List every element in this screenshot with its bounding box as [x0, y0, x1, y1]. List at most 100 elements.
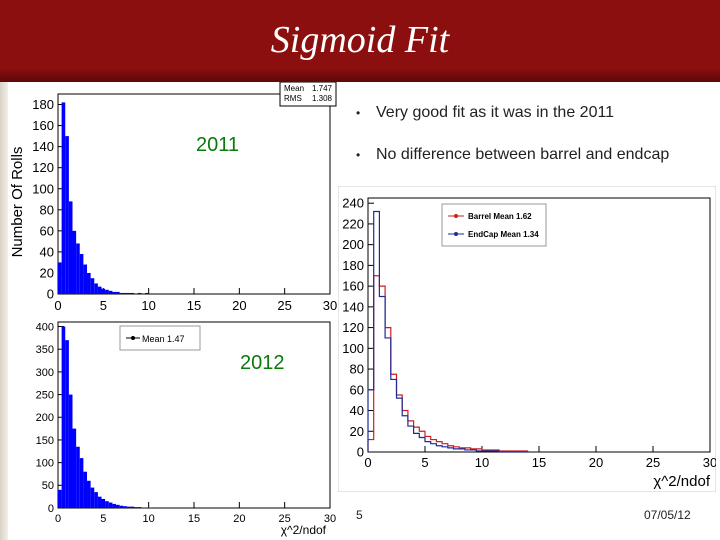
- x-tick-label: 5: [421, 455, 428, 470]
- y-tick-label: 120: [342, 320, 364, 335]
- y-tick-label: 150: [36, 435, 54, 447]
- histogram-bar: [68, 201, 73, 294]
- histogram-bar: [97, 286, 102, 294]
- y-tick-label: 80: [40, 202, 54, 217]
- y-tick-label: 180: [32, 97, 54, 112]
- bullet-text: No difference between barrel and endcap: [376, 146, 670, 163]
- x-axis-label: χ^2/ndof: [281, 523, 327, 537]
- y-tick-label: 100: [342, 341, 364, 356]
- bullet-dot-icon: •: [356, 106, 361, 120]
- x-axis-label: χ^2/ndof: [653, 473, 710, 490]
- title-bar-shade: [0, 68, 720, 82]
- histogram-bar: [65, 340, 69, 508]
- page-number: 5: [356, 508, 363, 522]
- x-tick-label: 15: [532, 455, 546, 470]
- y-tick-label: 20: [350, 424, 364, 439]
- legend-marker: [131, 336, 135, 340]
- bullet-item: • Very good fit as it was in the 2011: [356, 104, 716, 122]
- y-tick-label: 140: [32, 139, 54, 154]
- x-tick-label: 25: [646, 455, 660, 470]
- histogram-bar: [101, 288, 106, 294]
- y-tick-label: 200: [342, 237, 364, 252]
- histogram-bar: [79, 458, 84, 508]
- stats-value: 1.308: [312, 94, 333, 103]
- y-tick-label: 220: [342, 216, 364, 231]
- histogram-bar: [116, 291, 120, 294]
- legend-label: EndCap Mean 1.34: [468, 230, 539, 239]
- legend-box: [441, 203, 547, 247]
- histogram-bar: [72, 428, 77, 508]
- y-axis-label: Number Of Rolls: [9, 147, 26, 258]
- slide-title: Sigmoid Fit: [270, 19, 450, 61]
- x-tick-label: 25: [277, 298, 291, 312]
- histogram-bar: [126, 292, 131, 294]
- histogram-bar: [65, 136, 69, 294]
- histogram-bar: [108, 290, 113, 294]
- histogram-bar: [94, 492, 98, 508]
- x-tick-label: 10: [141, 298, 155, 312]
- left-decorative-strip: [0, 82, 8, 540]
- x-tick-label: 15: [188, 513, 200, 525]
- y-tick-label: 80: [350, 362, 364, 377]
- y-tick-label: 0: [357, 445, 364, 460]
- histogram-bar: [130, 292, 135, 294]
- y-tick-label: 300: [36, 367, 54, 379]
- histogram-2012: 0 5 10 15 20 25 30 0 50 100 150 200 250 300 350 400 χ^2/…: [8, 318, 338, 540]
- histogram-bar: [119, 292, 124, 294]
- label-2011: 2011: [196, 134, 240, 156]
- bullet-dot-icon: •: [356, 148, 361, 162]
- x-tick-label: 0: [54, 298, 61, 312]
- y-tick-label: 60: [40, 223, 54, 238]
- x-tick-label: 25: [279, 513, 291, 525]
- histogram-bar: [79, 254, 84, 294]
- y-tick-label: 160: [32, 118, 54, 133]
- y-tick-label: 120: [32, 160, 54, 175]
- x-tick-label: 30: [703, 455, 716, 470]
- x-tick-label: 10: [475, 455, 489, 470]
- histogram-bar: [68, 394, 73, 508]
- x-tick-label: 20: [232, 298, 246, 312]
- y-tick-label: 350: [36, 344, 54, 356]
- y-tick-label: 240: [342, 196, 364, 211]
- histogram-bar: [90, 278, 95, 294]
- x-tick-label: 0: [55, 513, 61, 525]
- histogram-bar: [83, 264, 88, 294]
- histogram-bar: [61, 102, 66, 294]
- histogram-bar: [145, 292, 149, 294]
- bullet-list: • Very good fit as it was in the 2011 • No…: [356, 104, 716, 188]
- stats-value: 1.747: [312, 84, 333, 93]
- y-tick-label: 0: [47, 287, 54, 302]
- histogram-bar: [76, 446, 80, 508]
- y-tick-label: 100: [36, 457, 54, 469]
- x-tick-label: 30: [324, 513, 336, 525]
- histogram-bar: [137, 507, 142, 508]
- stats-box: [279, 82, 337, 107]
- histogram-bar: [58, 262, 62, 294]
- histogram-bar: [123, 506, 127, 508]
- y-tick-label: 40: [350, 403, 364, 418]
- y-tick-label: 0: [48, 503, 54, 515]
- histogram-bar: [101, 498, 106, 508]
- legend-label: Mean 1.47: [142, 334, 185, 344]
- histogram-bar: [97, 496, 102, 508]
- legend-marker: [454, 214, 458, 218]
- histogram-bar: [105, 501, 109, 508]
- histogram-2011-svg: 0 5 10 15 20 25 30 0 20 40 60 80 100 120 140 160 180 Numb…: [9, 82, 337, 312]
- legend-label: Barrel Mean 1.62: [468, 212, 532, 221]
- x-tick-label: 5: [100, 513, 106, 525]
- legend-marker: [454, 232, 458, 236]
- histogram-bar: [126, 506, 131, 508]
- bullet-item: • No difference between barrel and endcap: [356, 146, 716, 164]
- histogram-bar: [112, 291, 117, 294]
- y-tick-label: 100: [32, 181, 54, 196]
- histogram-bar: [94, 283, 98, 294]
- x-tick-label: 5: [100, 298, 107, 312]
- histogram-bar: [87, 272, 91, 294]
- histogram-bar: [112, 503, 117, 508]
- x-tick-label: 30: [323, 298, 337, 312]
- title-bar: Sigmoid Fit: [0, 0, 720, 82]
- y-tick-label: 160: [342, 279, 364, 294]
- series-line: [367, 275, 529, 452]
- x-tick-label: 10: [143, 513, 155, 525]
- y-tick-label: 400: [36, 321, 54, 333]
